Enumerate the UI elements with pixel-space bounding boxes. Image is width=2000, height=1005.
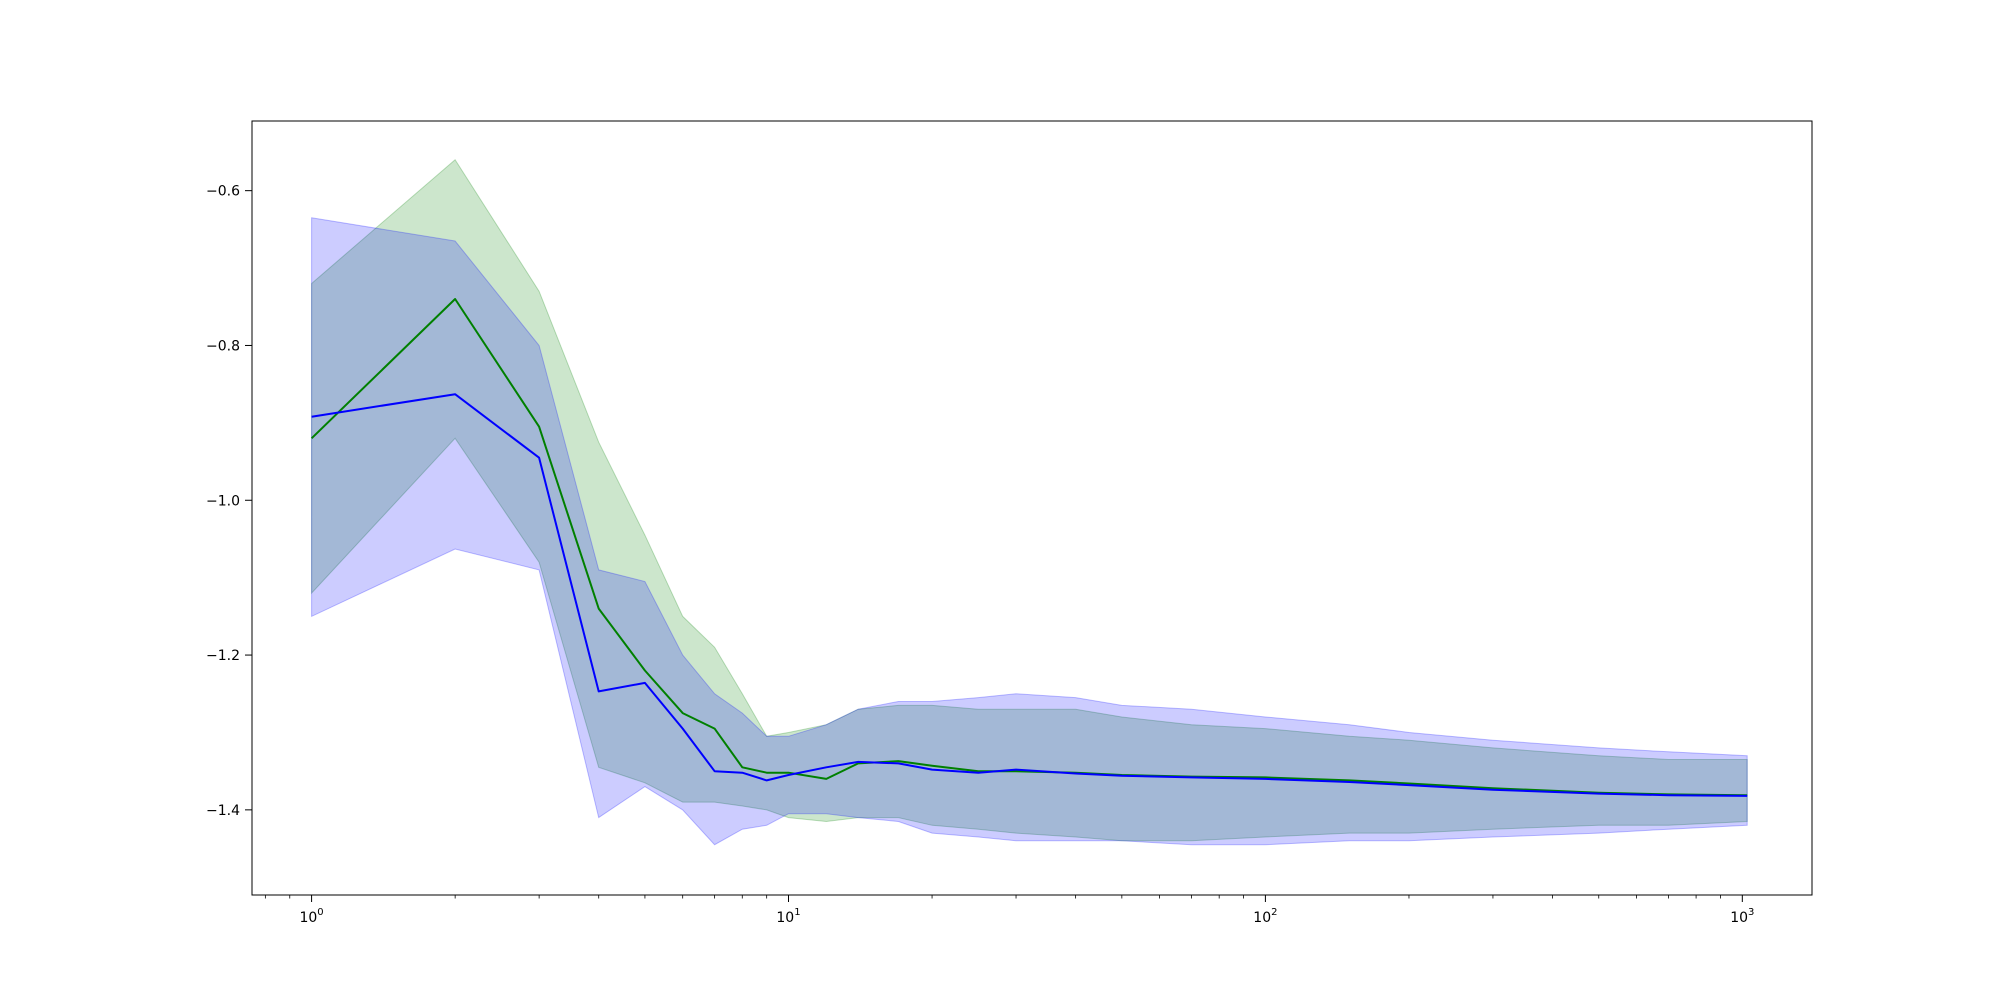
x-tick-label: 101 (776, 907, 800, 926)
y-tick-label: −1.2 (206, 648, 240, 664)
y-tick-label: −0.8 (206, 338, 240, 354)
y-axis: −0.6 −0.8 −1.0 −1.2 −1.4 (206, 184, 252, 819)
band-series-2 (311, 217, 1748, 846)
y-tick-label: −1.4 (206, 803, 240, 819)
confidence-bands (311, 158, 1748, 846)
band-series-1 (311, 158, 1748, 842)
x-axis: 100 101 102 103 (264, 895, 1754, 926)
x-tick-label: 103 (1730, 907, 1754, 926)
plot-frame (251, 120, 1813, 896)
y-tick-label: −0.6 (206, 184, 240, 200)
y-tick-label: −1.0 (206, 493, 240, 509)
line-series-2 (311, 393, 1748, 797)
x-tick-label: 102 (1253, 907, 1277, 926)
x-tick-label: 100 (299, 907, 323, 926)
line-series-1 (310, 298, 1748, 797)
series-lines (310, 298, 1748, 797)
